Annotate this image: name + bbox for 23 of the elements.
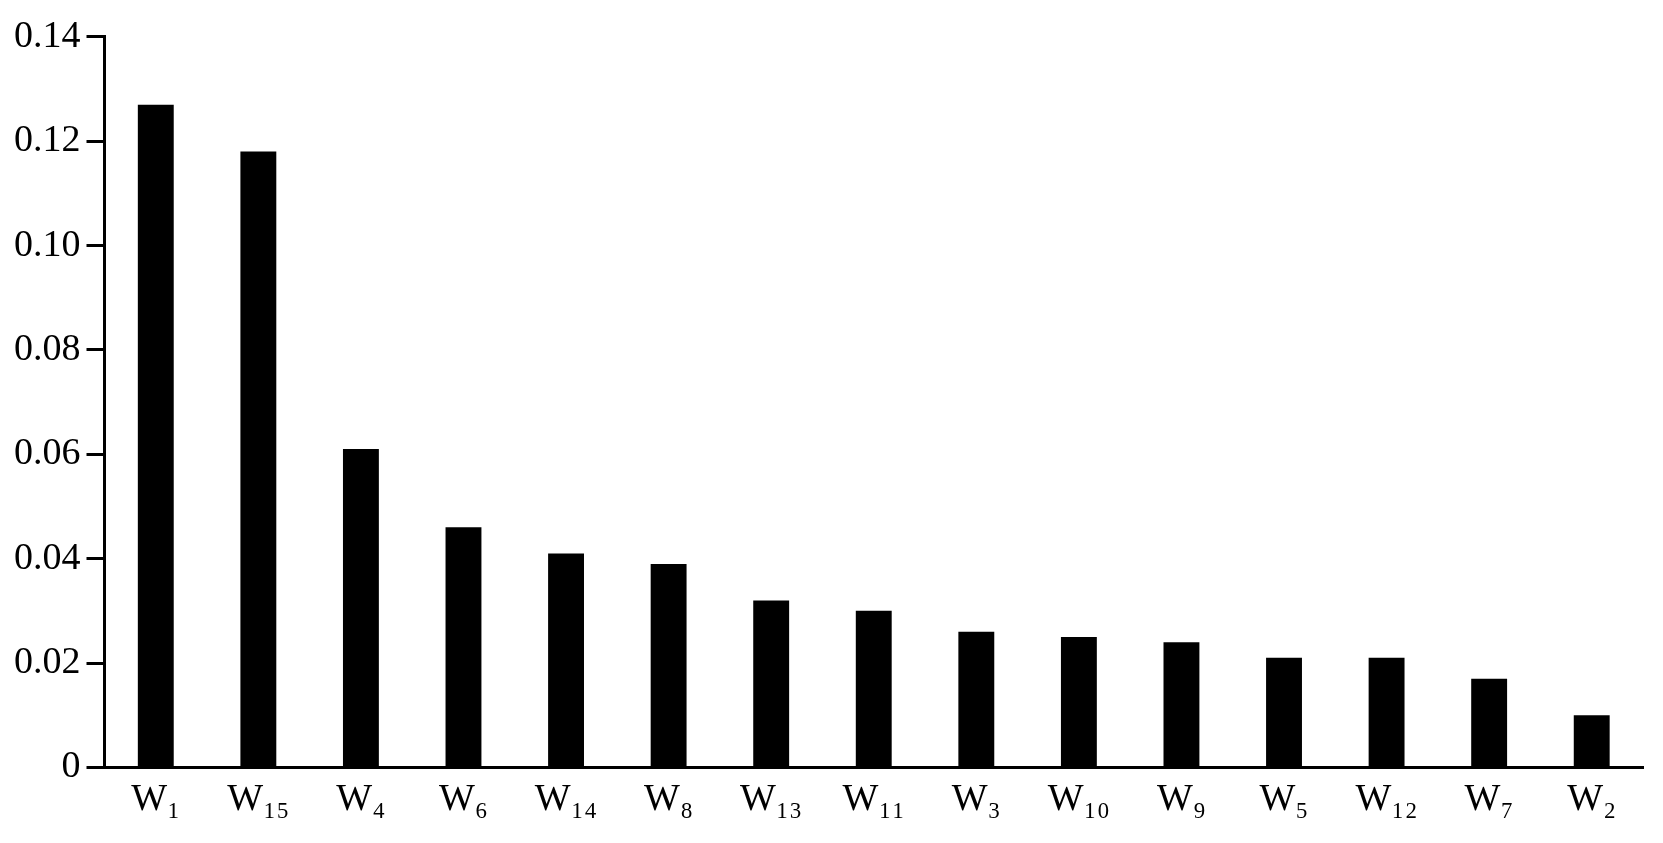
y-tick-label: 0.14	[14, 12, 81, 55]
x-tick-label: W₉	[1156, 776, 1207, 819]
y-tick-label: 0.08	[14, 325, 81, 368]
x-tick-label: W₈	[644, 776, 694, 819]
x-tick-label: W₁₂	[1355, 776, 1418, 819]
x-tick-label: W₁₄	[534, 776, 598, 819]
x-tick-label: W₃	[951, 776, 1001, 819]
x-tick-label: W₁	[131, 776, 181, 819]
y-tick-label: 0.06	[14, 430, 81, 473]
x-tick-label: W₇	[1464, 776, 1514, 819]
x-tick-label: W₁₅	[227, 776, 290, 819]
y-tick-label: 0	[61, 743, 81, 786]
x-tick-label: W₁₃	[740, 776, 803, 819]
y-tick-label: 0.02	[14, 639, 81, 682]
x-tick-label: W₂	[1567, 776, 1617, 819]
x-tick-label: W₁₀	[1047, 776, 1111, 819]
y-tick-label: 0.12	[14, 117, 81, 160]
y-tick-label: 0.04	[14, 534, 81, 577]
y-tick-label: 0.10	[14, 221, 81, 264]
x-tick-label: W₆	[438, 776, 489, 819]
x-tick-label: W₄	[336, 776, 386, 819]
x-tick-label: W₁₁	[842, 776, 905, 819]
x-tick-label: W₅	[1259, 776, 1309, 819]
